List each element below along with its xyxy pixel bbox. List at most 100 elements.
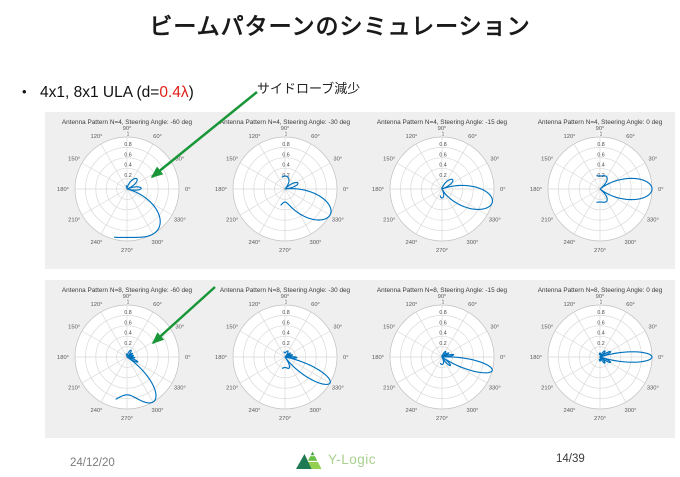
angle-tick-label: 270° <box>436 416 448 422</box>
angle-tick-label: 120° <box>563 134 575 140</box>
angle-tick-label: 90° <box>438 294 447 300</box>
radial-tick-label: 1 <box>442 132 445 138</box>
polar-plot-n4-steer-neg30: Antenna Pattern N=4, Steering Angle: -30… <box>203 112 361 269</box>
angle-tick-label: 210° <box>68 218 80 224</box>
angle-tick-label: 0° <box>658 187 664 193</box>
angle-tick-label: 330° <box>489 218 501 224</box>
radial-tick-label: 1 <box>599 132 602 138</box>
radial-tick-label: 1 <box>599 300 602 306</box>
angle-tick-label: 240° <box>406 408 418 414</box>
plot-title: Antenna Pattern N=4, Steering Angle: 0 d… <box>537 119 662 126</box>
angle-tick-label: 180° <box>215 355 227 361</box>
angle-tick-label: 270° <box>279 416 291 422</box>
angle-tick-label: 300° <box>309 240 321 246</box>
bullet-item: • 4x1, 8x1 ULA (d=0.4λ) <box>22 84 194 102</box>
angle-tick-label: 240° <box>248 408 260 414</box>
angle-tick-label: 180° <box>372 355 384 361</box>
polar-plot-n4-steer-neg15: Antenna Pattern N=4, Steering Angle: -15… <box>360 112 518 269</box>
radial-tick-label: 1 <box>284 300 287 306</box>
radial-tick-label: 1 <box>284 132 287 138</box>
angle-tick-label: 30° <box>175 157 184 163</box>
polar-plot-svg: Antenna Pattern N=4, Steering Angle: -15… <box>372 119 508 254</box>
angle-tick-label: 180° <box>215 187 227 193</box>
angle-tick-label: 270° <box>121 248 133 254</box>
radial-tick-label: 0.8 <box>439 310 446 316</box>
angle-tick-label: 90° <box>595 126 604 132</box>
polar-plot-svg: Antenna Pattern N=8, Steering Angle: -60… <box>57 287 193 422</box>
angle-tick-label: 120° <box>91 302 103 308</box>
angle-tick-label: 30° <box>333 325 342 331</box>
angle-tick-label: 210° <box>541 386 553 392</box>
radial-tick-label: 0.4 <box>282 163 289 169</box>
radial-tick-label: 0.6 <box>282 320 289 326</box>
beam-pattern-curve <box>439 350 493 374</box>
angle-tick-label: 240° <box>406 240 418 246</box>
angle-tick-label: 180° <box>530 187 542 193</box>
angle-tick-label: 300° <box>624 240 636 246</box>
plot-title: Antenna Pattern N=4, Steering Angle: -15… <box>377 119 508 126</box>
angle-tick-label: 30° <box>175 325 184 331</box>
beam-pattern-curve <box>114 177 161 238</box>
angle-tick-label: 150° <box>541 157 553 163</box>
radial-tick-label: 0.4 <box>597 331 604 337</box>
angle-tick-label: 120° <box>91 134 103 140</box>
radial-tick-label: 0.2 <box>124 341 131 347</box>
angle-tick-label: 330° <box>174 218 186 224</box>
beam-pattern-curve <box>281 350 331 386</box>
angle-tick-label: 300° <box>467 240 479 246</box>
bullet-text-prefix: 4x1, 8x1 ULA (d= <box>40 84 160 101</box>
angle-tick-label: 210° <box>383 218 395 224</box>
radial-tick-label: 0.2 <box>597 341 604 347</box>
footer-date: 24/12/20 <box>70 457 115 469</box>
radial-tick-label: 1 <box>127 300 130 306</box>
angle-tick-label: 0° <box>343 355 349 361</box>
ylogic-logo-icon <box>296 451 322 469</box>
angle-tick-label: 150° <box>68 325 80 331</box>
angle-tick-label: 60° <box>626 134 635 140</box>
angle-tick-label: 210° <box>68 386 80 392</box>
radial-tick-label: 0.2 <box>282 341 289 347</box>
angle-tick-label: 0° <box>500 355 506 361</box>
radial-tick-label: 0.6 <box>124 320 131 326</box>
angle-tick-label: 60° <box>153 134 162 140</box>
angle-tick-label: 180° <box>57 355 69 361</box>
radial-tick-label: 0.6 <box>282 152 289 158</box>
angle-tick-label: 90° <box>438 126 447 132</box>
angle-tick-label: 180° <box>372 187 384 193</box>
radial-tick-label: 0.8 <box>439 142 446 148</box>
angle-tick-label: 0° <box>185 187 191 193</box>
angle-tick-label: 90° <box>123 126 132 132</box>
polar-plot-n8-steer-0: Antenna Pattern N=8, Steering Angle: 0 d… <box>518 280 676 438</box>
angle-tick-label: 30° <box>648 325 657 331</box>
bullet-text-suffix: ) <box>188 84 194 101</box>
angle-tick-label: 210° <box>226 386 238 392</box>
angle-tick-label: 270° <box>594 248 606 254</box>
angle-tick-label: 120° <box>563 302 575 308</box>
radial-tick-label: 0.6 <box>124 152 131 158</box>
angle-tick-label: 150° <box>541 325 553 331</box>
bullet-marker: • <box>22 84 27 99</box>
radial-tick-label: 0.6 <box>439 320 446 326</box>
angle-tick-label: 30° <box>333 157 342 163</box>
radial-tick-label: 0.8 <box>124 310 131 316</box>
plot-title: Antenna Pattern N=8, Steering Angle: -60… <box>62 287 193 294</box>
angle-tick-label: 90° <box>123 294 132 300</box>
radial-tick-label: 0.4 <box>124 331 131 337</box>
angle-tick-label: 330° <box>646 218 658 224</box>
angle-tick-label: 60° <box>468 134 477 140</box>
radial-tick-label: 0.4 <box>124 163 131 169</box>
polar-plot-svg: Antenna Pattern N=4, Steering Angle: 0 d… <box>530 119 664 254</box>
radial-tick-label: 0.8 <box>597 142 604 148</box>
radial-tick-label: 0.2 <box>439 173 446 179</box>
angle-tick-label: 150° <box>226 325 238 331</box>
radial-tick-label: 0.8 <box>597 310 604 316</box>
angle-tick-label: 330° <box>489 386 501 392</box>
angle-tick-label: 90° <box>280 294 289 300</box>
radial-tick-label: 0.6 <box>597 320 604 326</box>
plot-title: Antenna Pattern N=8, Steering Angle: 0 d… <box>537 287 662 294</box>
footer-logo-text: Y-Logic <box>328 452 377 467</box>
beam-pattern-curve <box>439 178 494 210</box>
angle-tick-label: 300° <box>152 240 164 246</box>
angle-tick-label: 240° <box>91 240 103 246</box>
beam-pattern-curve <box>595 175 653 203</box>
